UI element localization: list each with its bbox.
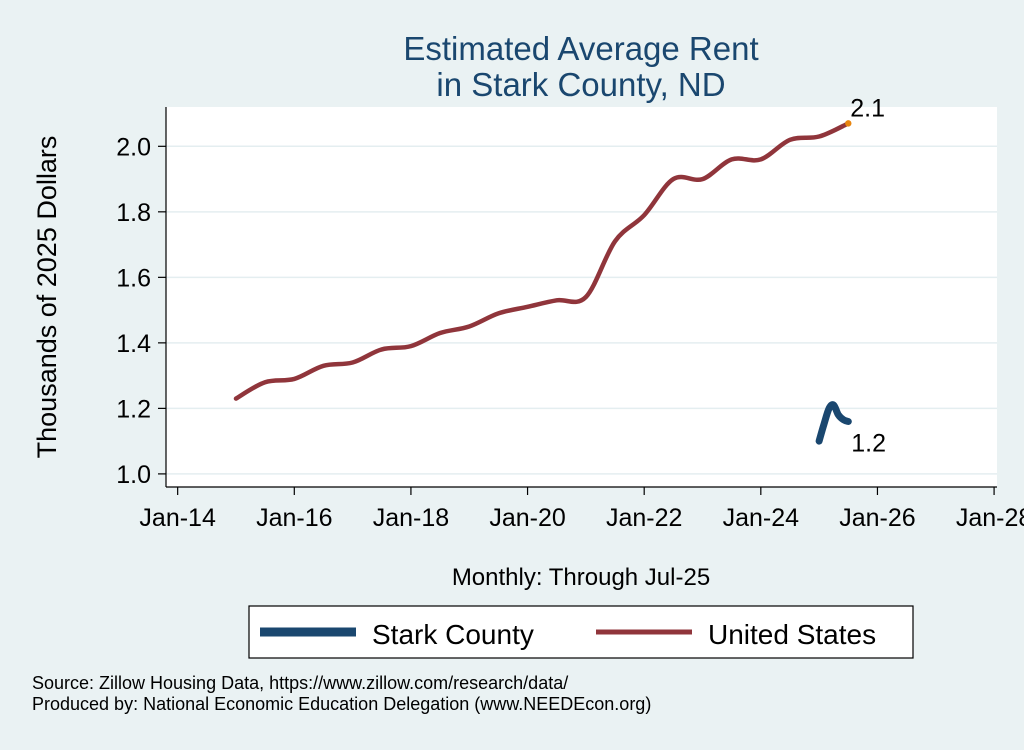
chart-title-line-1: Estimated Average Rent <box>403 30 758 67</box>
x-axis-label: Monthly: Through Jul-25 <box>452 564 710 591</box>
chart-title-line-2: in Stark County, ND <box>436 66 725 103</box>
x-tick-label: Jan-22 <box>606 504 682 532</box>
legend-box <box>248 605 914 659</box>
axis-layer: 1.0 1.2 1.4 1.6 1.8 2.0 Jan-14 Jan-16 Jan-18 Jan-… <box>116 107 1024 532</box>
label-layer: 2.1 1.2 <box>850 94 886 457</box>
legend-label-united-states: United States <box>708 619 876 650</box>
produced-by-note: Produced by: National Economic Education… <box>32 694 651 714</box>
endpoint-marker-united-states <box>845 120 852 127</box>
y-tick-label: 1.2 <box>116 395 151 423</box>
x-tick-label: Jan-26 <box>839 504 915 532</box>
legend: Stark County United States <box>248 605 914 659</box>
y-tick-label: 1.6 <box>116 264 151 292</box>
y-tick-label: 1.0 <box>116 461 151 489</box>
end-label-stark-county: 1.2 <box>851 429 886 457</box>
end-label-united-states: 2.1 <box>850 94 885 122</box>
y-tick-label: 1.4 <box>116 330 151 358</box>
series-layer <box>233 120 852 445</box>
plot-area <box>166 107 997 487</box>
y-tick-label: 1.8 <box>116 199 151 227</box>
grid-layer <box>166 145 997 475</box>
series-line-united-states <box>233 121 851 401</box>
y-tick-label: 2.0 <box>116 133 151 161</box>
legend-label-stark-county: Stark County <box>372 619 534 650</box>
x-tick-label: Jan-16 <box>256 504 332 532</box>
x-tick-label: Jan-18 <box>373 504 449 532</box>
x-tick-label: Jan-20 <box>489 504 565 532</box>
source-note: Source: Zillow Housing Data, https://www… <box>32 673 568 693</box>
series-line-stark-county <box>815 401 852 445</box>
x-tick-label: Jan-14 <box>139 504 216 532</box>
x-tick-label: Jan-28 <box>956 504 1024 532</box>
y-axis-label: Thousands of 2025 Dollars <box>32 136 62 459</box>
x-tick-label: Jan-24 <box>723 504 800 532</box>
